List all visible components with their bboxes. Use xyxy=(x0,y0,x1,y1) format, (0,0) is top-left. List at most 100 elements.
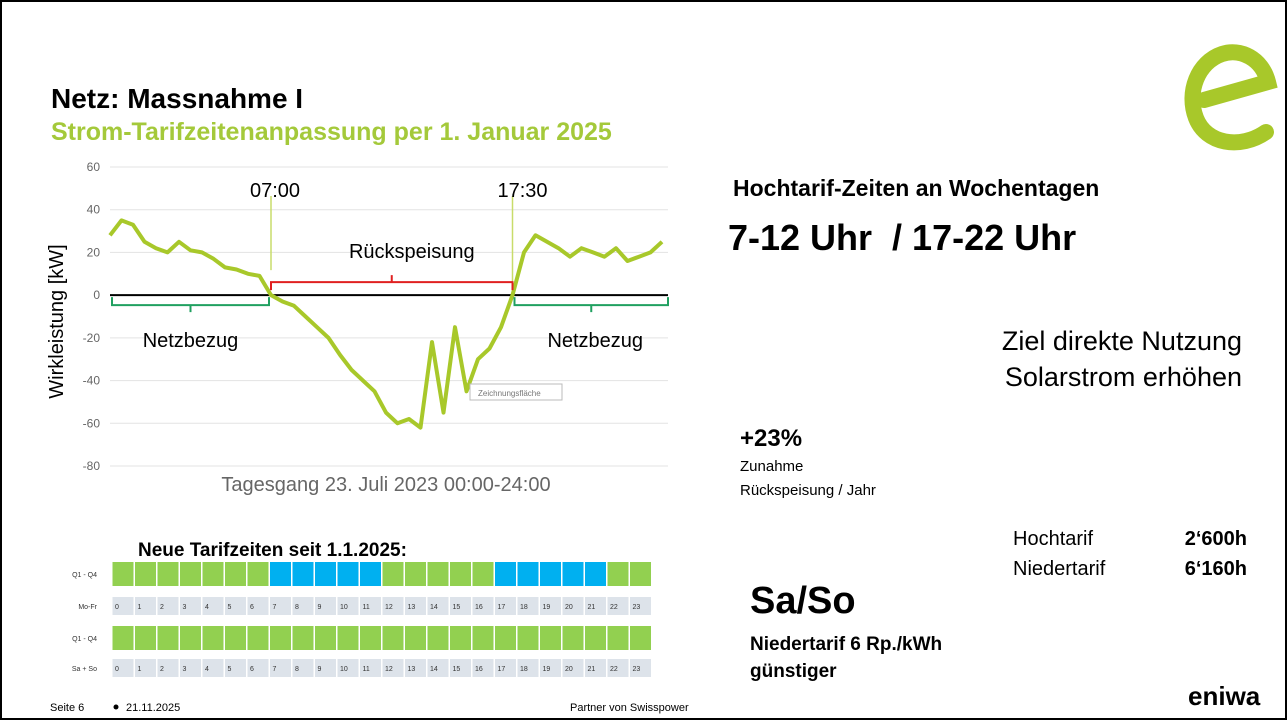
tariff-cell xyxy=(405,562,426,586)
info-hours: 7-12 Uhr / 17-22 Uhr xyxy=(728,217,1076,258)
hour-cell xyxy=(225,597,246,615)
tariff-cell xyxy=(292,626,314,650)
hour-cell xyxy=(607,597,629,615)
tariff-cell xyxy=(337,562,359,586)
increase-label: Zunahme xyxy=(740,458,803,475)
hour-label: 19 xyxy=(543,666,551,673)
hour-label: 16 xyxy=(475,666,483,673)
hour-label: 14 xyxy=(430,666,438,673)
hour-label: 23 xyxy=(633,666,641,673)
hour-cell xyxy=(135,659,156,677)
hour-label: 13 xyxy=(408,604,416,611)
logo xyxy=(1184,44,1278,151)
tariff-cell xyxy=(202,562,224,586)
tariff-cell xyxy=(270,562,291,586)
info-heading: Hochtarif-Zeiten an Wochentagen xyxy=(733,175,1099,201)
y-tick-label: 40 xyxy=(87,203,101,217)
hour-cell xyxy=(315,659,336,677)
row-label: Q1 - Q4 xyxy=(72,636,97,643)
marker-label: 07:00 xyxy=(250,180,300,202)
tariff-cell xyxy=(630,626,651,650)
hour-label: 5 xyxy=(228,604,232,611)
hour-label: 20 xyxy=(565,604,573,611)
hour-label: 7 xyxy=(273,604,277,611)
tariff-cell xyxy=(315,562,336,586)
goal-line: Ziel direkte Nutzung xyxy=(1002,326,1242,356)
hour-cell xyxy=(630,597,651,615)
total-value: 2‘600h xyxy=(1185,528,1247,550)
hour-label: 9 xyxy=(318,666,322,673)
hour-cell xyxy=(202,659,224,677)
hour-cell xyxy=(337,597,359,615)
hour-cell xyxy=(472,597,494,615)
bracket xyxy=(111,297,270,313)
hour-cell xyxy=(315,597,336,615)
tariff-cell xyxy=(337,626,359,650)
hour-label: 6 xyxy=(250,604,254,611)
hour-cell xyxy=(225,659,246,677)
hour-label: 18 xyxy=(520,604,528,611)
tariff-cell xyxy=(225,626,246,650)
goal-line: Solarstrom erhöhen xyxy=(1005,362,1242,392)
bracket xyxy=(513,297,669,313)
tariff-cell xyxy=(607,626,629,650)
hour-cell xyxy=(562,659,584,677)
hour-cell xyxy=(562,597,584,615)
annotation: Zeichnungsfläche xyxy=(478,389,541,398)
hour-cell xyxy=(540,597,561,615)
weekend-text: Niedertarif 6 Rp./kWh xyxy=(750,634,942,655)
tariff-cell xyxy=(562,626,584,650)
hour-cell xyxy=(247,597,269,615)
data-line xyxy=(108,218,664,430)
hour-cell xyxy=(450,659,471,677)
tariff-cell xyxy=(382,626,404,650)
hour-label: 11 xyxy=(363,604,370,611)
hour-cell xyxy=(135,597,156,615)
hour-cell xyxy=(360,659,381,677)
hour-cell xyxy=(112,659,134,677)
hour-label: 10 xyxy=(340,604,348,611)
hour-cell xyxy=(495,597,516,615)
tariff-cell xyxy=(427,626,449,650)
tariff-cell xyxy=(270,626,291,650)
bracket xyxy=(270,275,514,291)
hour-label: 11 xyxy=(363,666,370,673)
plot-area-tooltip xyxy=(469,383,563,401)
hour-cell xyxy=(292,659,314,677)
tariff-cell xyxy=(202,626,224,650)
hour-label: 3 xyxy=(183,604,187,611)
increase-value: +23% xyxy=(740,425,802,452)
tariff-cell xyxy=(517,626,539,650)
hour-cell xyxy=(427,597,449,615)
y-tick-label: -80 xyxy=(83,459,101,473)
tariff-cell xyxy=(157,626,179,650)
tariff-cell xyxy=(315,626,336,650)
hour-cell xyxy=(202,597,224,615)
tariff-table: Neue Tarifzeiten seit 1.1.2025: Q1 - Q4 Mo… xyxy=(72,540,651,677)
total-name: Hochtarif xyxy=(1013,528,1093,550)
tariff-cell xyxy=(585,626,606,650)
y-tick-label: -40 xyxy=(83,374,101,388)
hour-cell xyxy=(517,597,539,615)
hour-label: 12 xyxy=(385,604,393,611)
hour-cell xyxy=(180,597,201,615)
tariff-cell xyxy=(225,562,246,586)
hour-label: 0 xyxy=(115,666,119,673)
hour-cell xyxy=(405,659,426,677)
hour-cell xyxy=(382,659,404,677)
hour-label: 4 xyxy=(205,604,209,611)
hour-label: 6 xyxy=(250,666,254,673)
y-tick-label: -20 xyxy=(83,331,101,345)
tariff-cell xyxy=(157,562,179,586)
footer-page: Seite 6 xyxy=(50,702,84,714)
hour-label: 20 xyxy=(565,666,573,673)
hour-label: 22 xyxy=(610,604,618,611)
tariff-cell xyxy=(112,562,134,586)
row-label: Q1 - Q4 xyxy=(72,572,97,579)
hour-label: 16 xyxy=(475,604,483,611)
hour-label: 0 xyxy=(115,604,119,611)
annotation: Netzbezug xyxy=(547,330,643,352)
tariff-cell xyxy=(540,562,561,586)
hour-label: 9 xyxy=(318,604,322,611)
y-tick-label: 60 xyxy=(87,160,101,174)
